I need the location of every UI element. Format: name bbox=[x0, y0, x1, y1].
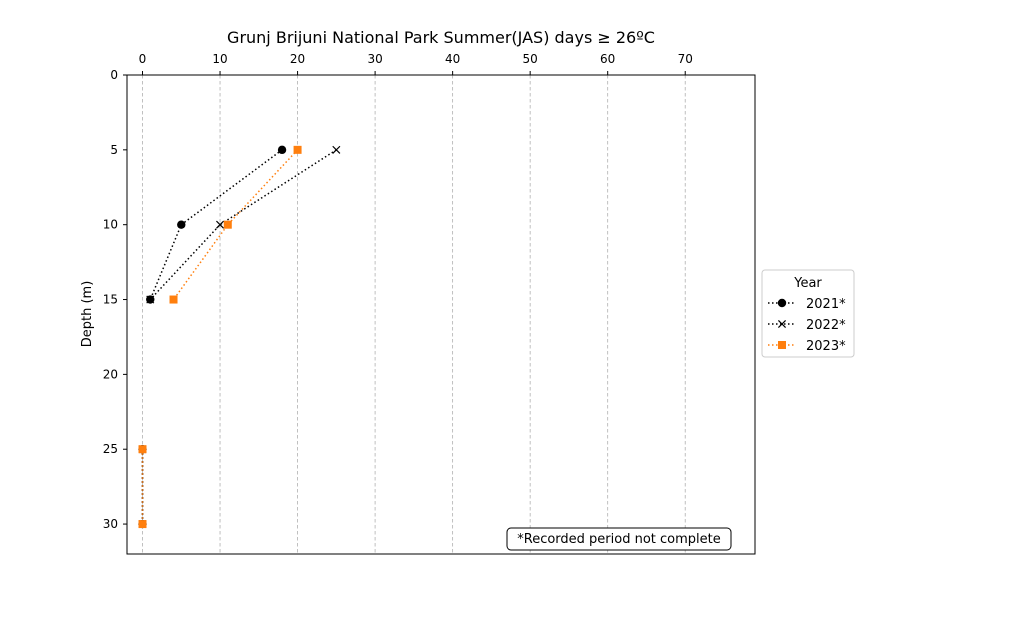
data-point bbox=[216, 220, 225, 229]
data-point bbox=[138, 445, 147, 454]
series-0 bbox=[138, 145, 287, 529]
plot-frame bbox=[126, 74, 756, 555]
x-tick-label: 0 bbox=[139, 52, 147, 66]
legend: Year 2021* 2022* 2023* bbox=[761, 269, 855, 358]
legend-box bbox=[761, 269, 855, 358]
marker-stroke bbox=[777, 319, 787, 329]
note-frame bbox=[506, 527, 732, 551]
legend-marker bbox=[777, 298, 787, 308]
x-tick-label: 10 bbox=[212, 52, 227, 66]
y-tick-label: 30 bbox=[103, 517, 118, 531]
y-tick-label: 15 bbox=[103, 293, 118, 307]
note-box: *Recorded period not complete bbox=[506, 527, 732, 551]
y-tick-label: 25 bbox=[103, 442, 118, 456]
plot-series bbox=[138, 145, 341, 529]
y-tick-label: 10 bbox=[103, 218, 118, 232]
data-point bbox=[177, 220, 186, 229]
note-text: *Recorded period not complete bbox=[517, 532, 721, 547]
x-tick-label: 70 bbox=[678, 52, 693, 66]
chart-title: Grunj Brijuni National Park Summer(JAS) … bbox=[227, 28, 655, 47]
grid-lines bbox=[142, 75, 686, 554]
x-tick-label: 40 bbox=[445, 52, 460, 66]
legend-entry: 2021* bbox=[768, 297, 846, 312]
x-tick-label: 50 bbox=[523, 52, 538, 66]
y-tick-label: 5 bbox=[110, 143, 118, 157]
legend-entry: 2022* bbox=[768, 318, 846, 333]
legend-entry: 2023* bbox=[768, 339, 846, 354]
x-tick-label: 30 bbox=[367, 52, 382, 66]
axes: 0 10 20 30 40 50 60 70 0 5 10 15 20 25 30 bbox=[103, 52, 756, 555]
data-point bbox=[146, 295, 155, 304]
series-line bbox=[172, 149, 299, 300]
y-tick-label: 20 bbox=[103, 367, 118, 381]
marker-stroke bbox=[332, 145, 341, 154]
marker-stroke bbox=[146, 295, 155, 304]
legend-label: 2021* bbox=[806, 297, 846, 312]
y-tick-label: 0 bbox=[110, 68, 118, 82]
legend-title: Year bbox=[793, 276, 822, 291]
data-point bbox=[223, 220, 232, 229]
series-2 bbox=[138, 145, 302, 529]
legend-label: 2022* bbox=[806, 318, 846, 333]
y-axis-title: Depth (m) bbox=[80, 281, 95, 348]
data-point bbox=[277, 145, 287, 155]
data-point bbox=[293, 145, 302, 154]
x-tick-label: 60 bbox=[600, 52, 615, 66]
x-tick-label: 20 bbox=[290, 52, 305, 66]
legend-marker bbox=[777, 319, 787, 329]
legend-label: 2023* bbox=[806, 339, 846, 354]
series-line bbox=[149, 149, 283, 300]
data-point bbox=[138, 520, 147, 529]
marker-stroke bbox=[216, 220, 225, 229]
data-point bbox=[169, 295, 178, 304]
series-1 bbox=[138, 145, 341, 529]
data-point bbox=[332, 145, 341, 154]
legend-marker bbox=[778, 341, 786, 349]
